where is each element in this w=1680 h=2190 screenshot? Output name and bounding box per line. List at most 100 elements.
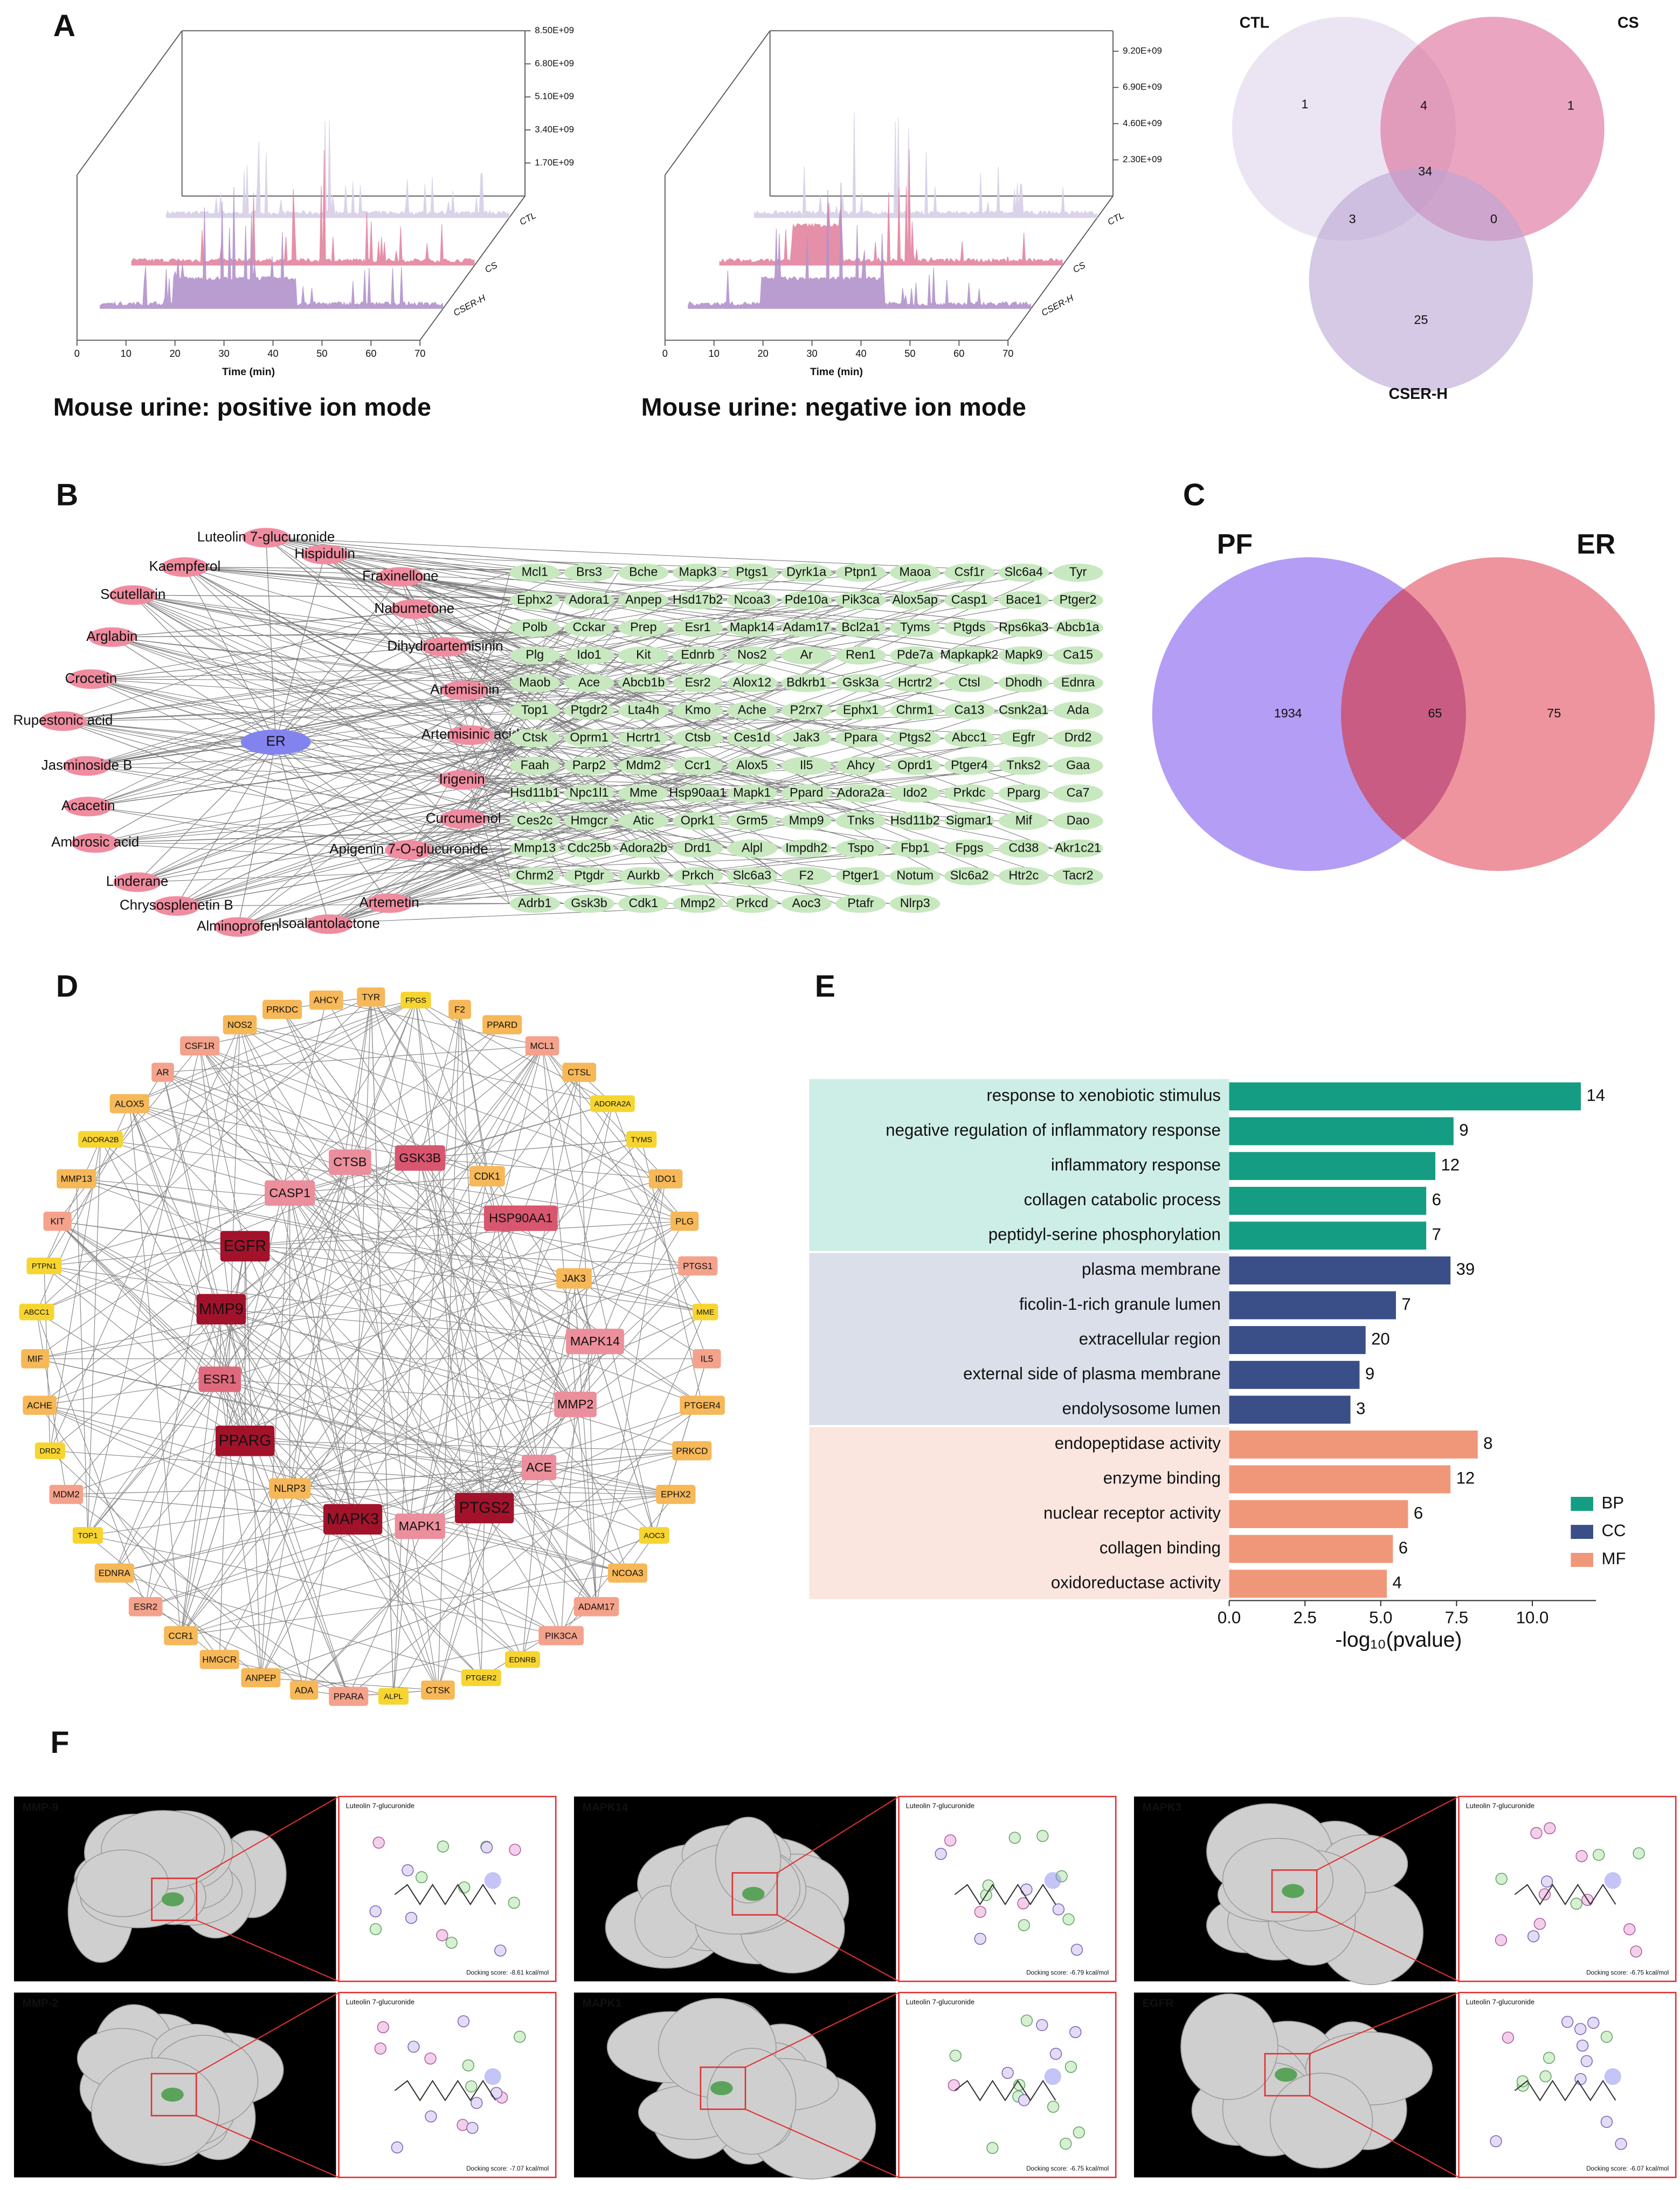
compound-label: Scutellarin	[100, 586, 165, 602]
target-label: Adam17	[783, 620, 830, 634]
zoom-line	[196, 1919, 340, 1982]
ppi-edge	[245, 1440, 349, 1697]
category-label: ficolin-1-rich granule lumen	[1019, 1295, 1221, 1314]
ppi-label: CTSL	[568, 1067, 591, 1077]
target-node	[672, 618, 723, 637]
compound-node	[71, 833, 119, 853]
target-node	[889, 563, 941, 582]
ppi-edge	[219, 1379, 576, 1405]
residue	[391, 2141, 403, 2154]
target-label: Abcb1b	[622, 675, 665, 689]
protein-name: MMP-9	[23, 1801, 59, 1813]
box-edge	[77, 30, 183, 176]
ppi-label: ANPEP	[245, 1673, 276, 1683]
target-node	[564, 756, 614, 775]
residue	[436, 1929, 448, 1942]
ppi-edge	[348, 1405, 703, 1697]
ppi-node	[400, 991, 431, 1008]
ppi-edge	[39, 1405, 353, 1520]
ppi-label: TYR	[362, 992, 380, 1002]
ppi-edge	[289, 1488, 482, 1678]
compound-node	[39, 711, 87, 731]
ppi-node	[483, 1205, 558, 1231]
ppi-edge	[573, 1278, 707, 1359]
x-tick-label: 10.0	[1516, 1608, 1549, 1627]
target-node	[672, 674, 723, 693]
ppi-edge	[575, 1178, 666, 1405]
ppi-label: IL5	[701, 1354, 713, 1364]
residue	[935, 1848, 947, 1860]
docking-score: Docking score: -6.75 kcal/mol	[1586, 1969, 1669, 1976]
ppi-edge	[349, 1162, 439, 1690]
ppi-label: ADORA2A	[594, 1100, 631, 1109]
protein-name: MAPK3	[1143, 1801, 1182, 1813]
network-edge	[133, 595, 727, 683]
target-node	[1053, 784, 1103, 803]
target-label: Slc6a2	[950, 868, 988, 882]
ppi-label: NOS2	[227, 1020, 252, 1030]
ppi-node	[94, 1563, 134, 1583]
residue	[1036, 1829, 1049, 1842]
category-label: extracellular region	[1079, 1329, 1221, 1348]
target-node	[1053, 701, 1103, 720]
panel-label: E	[815, 969, 835, 1004]
target-label: Rps6ka3	[999, 620, 1048, 634]
ppi-label: EPHX2	[661, 1489, 690, 1500]
target-node	[781, 701, 832, 720]
target-node	[781, 729, 832, 748]
zoom-line	[1316, 1796, 1460, 1871]
residue	[514, 2030, 526, 2043]
target-node	[835, 618, 886, 637]
ppi-edge	[419, 1404, 576, 1527]
ppi-edge	[36, 997, 371, 1312]
target-node	[618, 812, 669, 830]
target-label: Slc6a4	[1005, 565, 1043, 579]
venn-count: 1934	[1274, 706, 1302, 720]
target-node	[835, 867, 886, 886]
category-label: response to xenobiotic stimulus	[986, 1086, 1221, 1104]
target-label: Drd2	[1064, 730, 1092, 744]
ppi-node	[164, 1626, 198, 1646]
target-node	[509, 729, 560, 748]
compound-label: Crocetin	[65, 670, 117, 686]
target-label: Mmp9	[789, 813, 824, 827]
count-label: 9	[1365, 1364, 1374, 1383]
network-edge	[184, 567, 276, 743]
ligand-name: Luteolin 7-glucuronide	[346, 1998, 415, 2006]
interaction-halo	[484, 2068, 501, 2085]
target-node	[998, 756, 1049, 775]
compound-node	[446, 725, 494, 745]
ppi-edge	[542, 1046, 597, 1607]
target-node	[509, 839, 560, 858]
ppi-edge	[114, 1379, 220, 1573]
network-edge	[465, 600, 782, 691]
target-node	[1053, 674, 1103, 693]
target-label: Mapk3	[679, 565, 717, 579]
ppi-label: CTSK	[426, 1685, 451, 1695]
compound-node	[438, 770, 486, 790]
compound-label: Acacetin	[61, 797, 115, 813]
target-label: Mmp2	[680, 896, 715, 910]
target-label: Mmp13	[514, 840, 556, 854]
target-node	[781, 646, 832, 665]
target-label: Tyms	[900, 620, 930, 634]
target-label: Brs3	[576, 565, 602, 579]
ligand-site	[161, 1892, 184, 1906]
target-label: Ephx1	[843, 703, 879, 717]
target-node	[944, 784, 995, 803]
target-node	[727, 784, 778, 803]
ppi-label: MIF	[27, 1354, 43, 1364]
ppi-label: GSK3B	[399, 1151, 441, 1165]
ppi-edge	[35, 1358, 676, 1495]
compound-node	[390, 599, 439, 619]
network-edge	[112, 637, 510, 683]
target-node	[618, 646, 669, 665]
chromatogram-trace	[100, 187, 444, 309]
ppi-edge	[575, 1266, 699, 1405]
target-label: Polb	[522, 620, 548, 634]
count-label: 12	[1441, 1155, 1460, 1174]
ppi-edge	[129, 1103, 575, 1279]
ppi-edge	[289, 1193, 439, 1690]
ppi-edge	[350, 1162, 596, 1342]
